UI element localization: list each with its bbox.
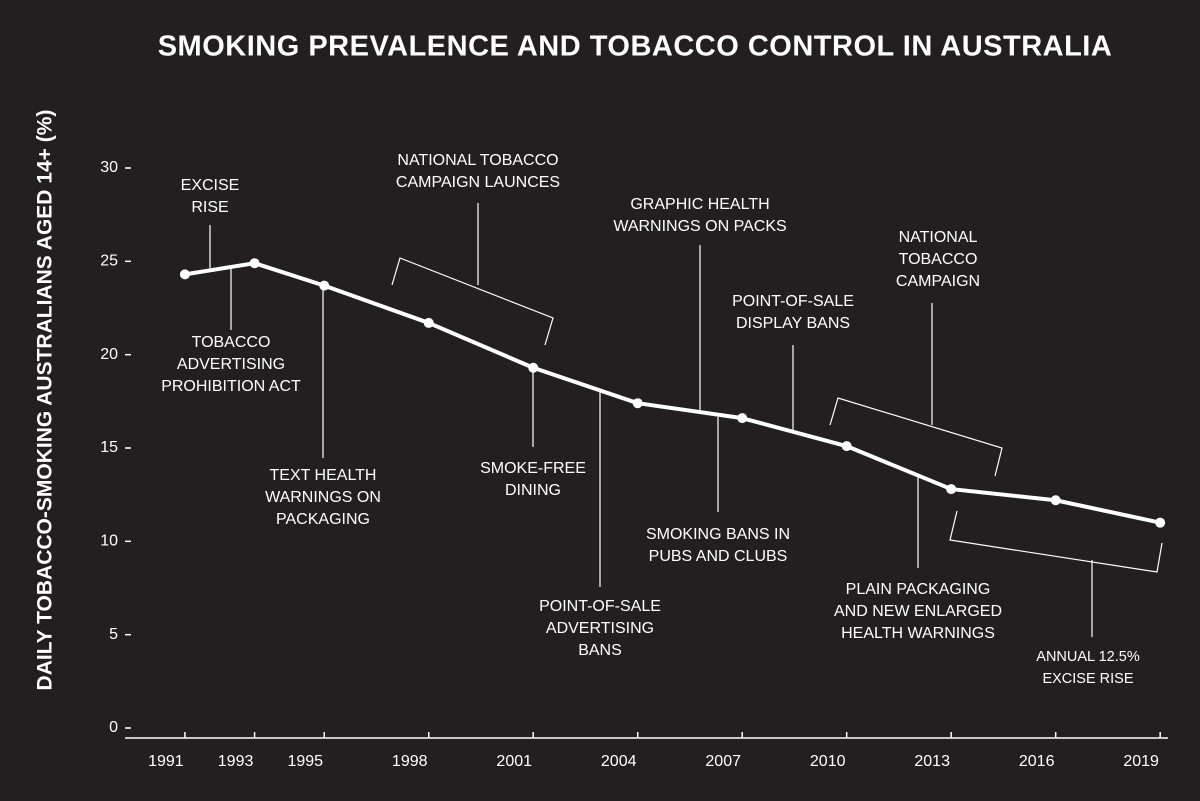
annotation-text: SMOKING BANS IN [646, 526, 790, 543]
annotation-bracket [391, 257, 554, 346]
y-tick-label: 15 [100, 439, 118, 456]
data-point [946, 484, 957, 495]
annotation-text: AND NEW ENLARGED [834, 603, 1002, 620]
annotation-text: NATIONAL [899, 229, 978, 246]
x-tick-label: 2007 [705, 753, 741, 770]
annotation-text: TOBACCO [899, 251, 978, 268]
y-tick-label: 10 [100, 533, 118, 550]
x-tick-label: 1998 [392, 753, 428, 770]
annotation-text: PACKAGING [276, 511, 370, 528]
x-tick-label: 2004 [601, 753, 637, 770]
annotation-text: POINT-OF-SALE [539, 598, 661, 615]
x-tick-label: 2010 [810, 753, 846, 770]
y-tick-label: 20 [100, 346, 118, 363]
annotation-text: ANNUAL 12.5% [1036, 649, 1140, 665]
x-tick-label: 2016 [1019, 753, 1055, 770]
annotation-text: RISE [191, 199, 228, 216]
data-point [1155, 517, 1166, 528]
annotation-bracket [949, 510, 1163, 573]
annotation-text: EXCISE [181, 177, 240, 194]
annotation-text: EXCISE RISE [1042, 671, 1133, 687]
data-point [249, 258, 260, 269]
y-tick-label: 25 [100, 253, 118, 270]
chart-title: SMOKING PREVALENCE AND TOBACCO CONTROL I… [158, 31, 1113, 63]
annotation-text: DISPLAY BANS [736, 315, 850, 332]
annotation-text: SMOKE-FREE [480, 460, 586, 477]
annotation-text: WARNINGS ON [265, 489, 381, 506]
annotation-text: CAMPAIGN [896, 273, 980, 290]
data-point [1050, 495, 1061, 506]
y-tick-label: 5 [109, 626, 118, 643]
y-tick-label: 30 [100, 159, 118, 176]
data-point [179, 269, 190, 280]
data-point [841, 441, 852, 452]
annotation-text: PROHIBITION ACT [161, 378, 301, 395]
y-axis-label: DAILY TOBACCO-SMOKING AUSTRALIANS AGED 1… [34, 110, 57, 691]
data-point [737, 413, 748, 424]
annotation-text: HEALTH WARNINGS [841, 625, 995, 642]
y-tick-label: 0 [109, 719, 118, 736]
data-point [632, 398, 643, 409]
annotation-bracket [829, 397, 1003, 477]
annotation-text: ADVERTISING [546, 620, 654, 637]
annotation-text: BANS [578, 642, 622, 659]
annotation-text: PLAIN PACKAGING [846, 581, 991, 598]
x-tick-label: 1993 [218, 753, 254, 770]
data-point [528, 362, 539, 373]
annotation-text: WARNINGS ON PACKS [613, 218, 786, 235]
x-tick-label: 2013 [914, 753, 950, 770]
annotation-text: PUBS AND CLUBS [649, 548, 788, 565]
data-point [319, 280, 330, 291]
annotation-text: CAMPAIGN LAUNCES [396, 174, 560, 191]
x-tick-label: 2001 [496, 753, 532, 770]
data-point [423, 317, 434, 328]
annotation-text: POINT-OF-SALE [732, 293, 854, 310]
x-tick-label: 2019 [1123, 753, 1159, 770]
x-tick-label: 1991 [148, 753, 184, 770]
x-tick-label: 1995 [287, 753, 323, 770]
annotation-text: ADVERTISING [177, 356, 285, 373]
annotation-text: TEXT HEALTH [270, 467, 377, 484]
annotation-text: TOBACCO [192, 334, 271, 351]
annotation-text: DINING [505, 482, 561, 499]
annotation-text: GRAPHIC HEALTH [630, 196, 769, 213]
annotation-text: NATIONAL TOBACCO [397, 152, 558, 169]
